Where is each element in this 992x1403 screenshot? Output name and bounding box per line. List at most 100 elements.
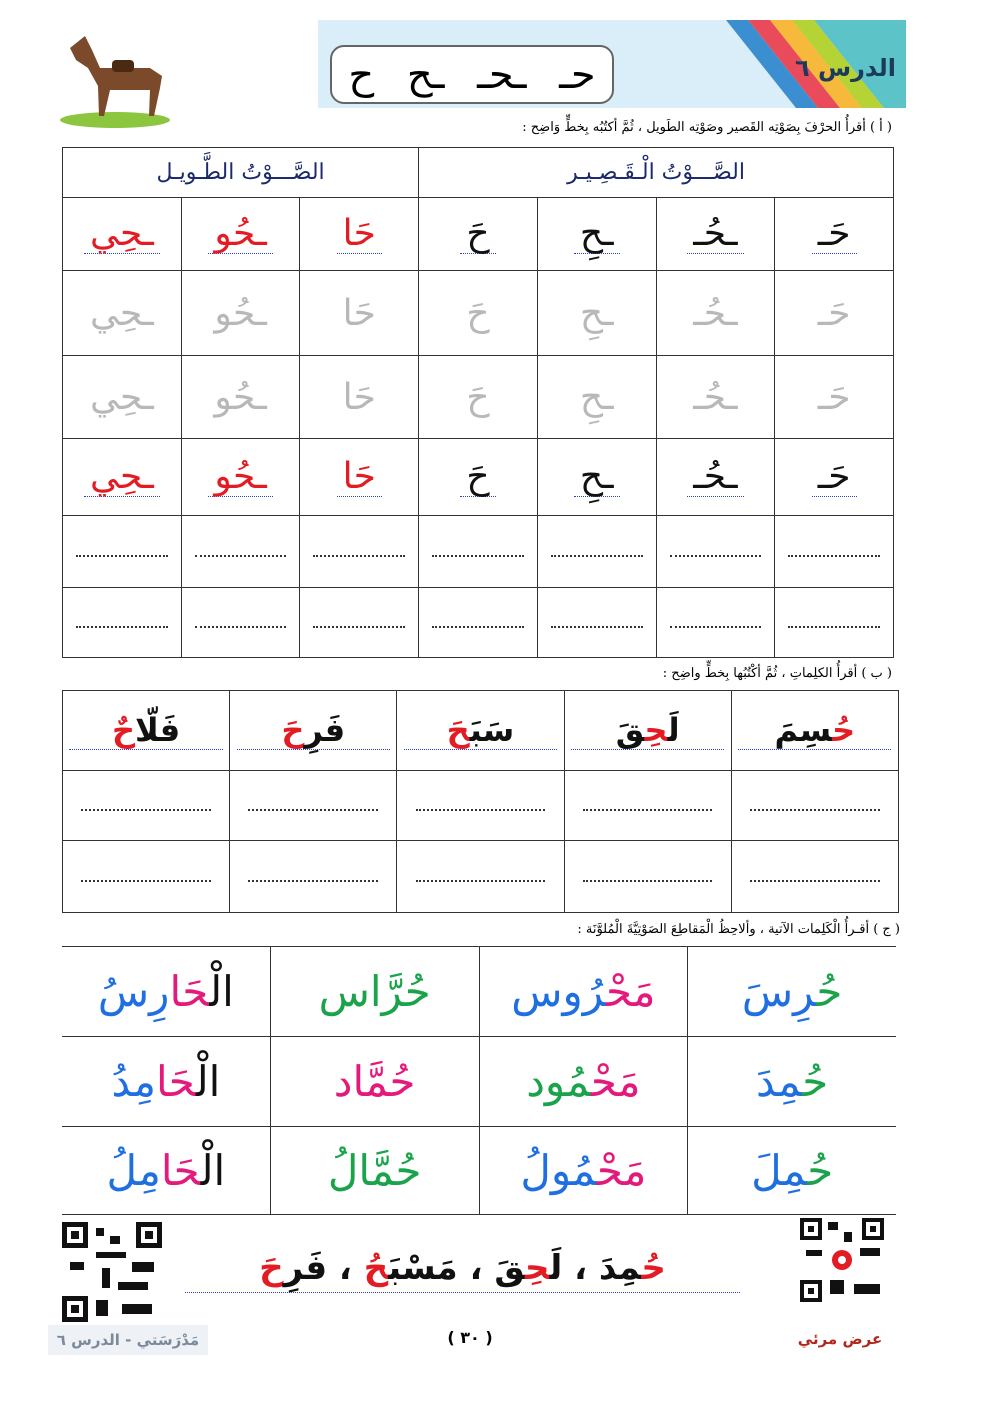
word-row: حُسِمَ لَحِقَ سَبَحَ فَرِحَ فَلّاحٌ [61, 690, 899, 771]
cell [418, 515, 538, 588]
letter: حَـ [811, 457, 857, 498]
practice-row: حَـ ـحُـ ـحِ حَ حَا ـحُو ـحِي [62, 355, 894, 439]
traced-letter: ـحُـ [693, 376, 738, 418]
word: مَحْمُود [526, 1057, 640, 1106]
sentence: حُمِدَ ، لَحِقَ ، مَسْبَحُ ، فَرِحَ [185, 1248, 740, 1293]
writing-line [248, 799, 379, 811]
word: حُمِدَ [756, 1057, 828, 1106]
word-part: حُرَّاس [318, 967, 431, 1016]
cell: ـحُـ [655, 270, 776, 356]
sentence-part: ، [457, 1248, 495, 1288]
traced-letter: حَـ [817, 292, 851, 334]
practice-row [62, 515, 894, 588]
cell: ـحُو [180, 197, 301, 271]
writing-line [550, 545, 643, 557]
writing-line [582, 799, 713, 811]
traced-letter: ـحِ [579, 376, 614, 418]
practice-row: حَـ ـحُـ ـحِ حَ حَا ـحُو ـحِي [62, 197, 894, 271]
letter: ـحُـ [687, 214, 744, 255]
cell: حَـ [774, 270, 894, 356]
cell: حَ [418, 197, 538, 271]
writing-line [582, 870, 713, 882]
word-part: الْ [209, 967, 234, 1016]
cell: حُرِسَ [687, 946, 896, 1037]
table-c: حُرِسَ مَحْرُوس حُرَّاس الْحَارِسُ حُمِدَ مَح… [62, 946, 896, 1215]
cell [180, 587, 301, 658]
cell [229, 840, 398, 913]
short-heading: الصَّـــوْتُ الْـقَـصِـيـر [418, 147, 894, 198]
cell: حُمَّاد [269, 1036, 480, 1127]
instruction-a: ( أ ) أقرأُ الحرْفَ بِصَوْتِه القَصير وص… [522, 120, 892, 135]
word-part: رِسُ [97, 967, 170, 1016]
syllable-row: حُمِلَ مَحْمُولُ حُمَّالُ الْحَامِلُ [62, 1126, 896, 1215]
cell [774, 587, 894, 658]
writing-line [788, 545, 881, 557]
word-part: حُمَّالُ [327, 1146, 422, 1195]
word-part: حُ [816, 967, 843, 1016]
word: حُمَّالُ [328, 1146, 422, 1195]
cell: ـحُـ [655, 438, 776, 516]
header-row: الصَّـــوْتُ الْـقَـصِـيـر الصَّـــوْتُ ا… [61, 147, 894, 198]
cell: ـحُو [180, 270, 301, 356]
table-b: حُسِمَ لَحِقَ سَبَحَ فَرِحَ فَلّاحٌ [61, 690, 899, 913]
word-part: حَا [155, 1057, 196, 1106]
letter-form: حـ [559, 51, 596, 98]
traced-letter: حَ [466, 376, 490, 418]
word-part: حَ [281, 711, 305, 749]
sentence-part: حِ [524, 1248, 550, 1288]
writing-line [415, 870, 546, 882]
word: الْحَامِلُ [107, 1146, 226, 1195]
traced-letter: ـحِ [579, 292, 614, 334]
cell: حَا [299, 438, 420, 516]
cell [536, 515, 657, 588]
cell: حُسِمَ [730, 690, 899, 771]
cell: حَـ [774, 197, 894, 271]
writing-line [432, 545, 524, 557]
cell [61, 840, 231, 913]
sentence-part: ، [327, 1248, 364, 1288]
word: حُمِلَ [751, 1146, 833, 1195]
cell: حَ [418, 355, 538, 439]
cell: ـحِي [62, 438, 182, 516]
word: فَلّاحٌ [69, 711, 223, 750]
cell [396, 840, 565, 913]
cell: ـحِ [536, 270, 657, 356]
banner: الدرس ٦ حـ ـحـ ـح ح [318, 20, 906, 108]
cell: مَحْمُود [478, 1036, 689, 1127]
letter: ـحُو [208, 214, 273, 255]
writing-line [75, 616, 168, 628]
letter: حَـ [811, 214, 857, 255]
traced-letter: حَ [466, 292, 490, 334]
word-part: حُ [832, 711, 856, 749]
sentence-part: حَ [259, 1248, 284, 1288]
cell [62, 515, 182, 588]
cell [536, 587, 657, 658]
word-part: فَلّا [135, 711, 181, 749]
writing-line [750, 870, 880, 882]
syllable-row: حُرِسَ مَحْرُوس حُرَّاس الْحَارِسُ [62, 946, 896, 1037]
horse-illustration [60, 36, 170, 128]
word-part: سَبَ [469, 711, 515, 749]
cell: حُمَّالُ [269, 1126, 480, 1215]
cell [62, 587, 182, 658]
word: حُسِمَ [738, 711, 892, 750]
writing-line [415, 799, 546, 811]
word-part: حَا [169, 967, 210, 1016]
cell: الْحَارِسُ [62, 946, 271, 1037]
letters-box: حـ ـحـ ـح ح [330, 45, 614, 104]
letter: ـحِ [573, 457, 620, 498]
sentence-part: قَ [494, 1248, 525, 1288]
instruction-c: ( ج ) أقـرأُ الْكَلِمات الآتية ، وألاحِظ… [577, 922, 900, 937]
cell: ـحِي [62, 197, 182, 271]
writing-line [194, 616, 287, 628]
cell [655, 587, 776, 658]
cell: حَا [299, 355, 420, 439]
word-part: فَرِ [304, 711, 346, 749]
letter: حَ [460, 214, 496, 255]
cell [730, 770, 899, 841]
word-part: حَا [160, 1146, 201, 1195]
letter: حَا [336, 457, 382, 498]
practice-row [62, 587, 894, 658]
footer-left: مَدْرَسَتي - الدرس ٦ [48, 1325, 208, 1355]
lesson-title: الدرس ٦ [794, 54, 896, 82]
